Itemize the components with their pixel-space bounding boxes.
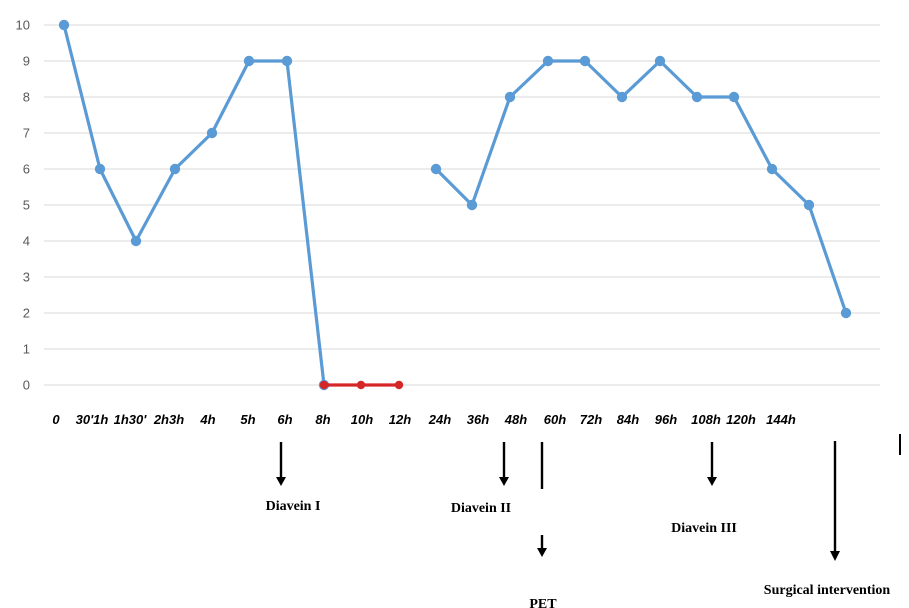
y-tick-label: 0: [23, 378, 30, 393]
y-tick-label: 10: [16, 18, 30, 33]
data-point: [394, 380, 404, 390]
data-point: [654, 55, 666, 67]
x-tick-label: 30'1h: [76, 412, 109, 427]
data-point: [504, 91, 516, 103]
x-tick-label: 5h: [240, 412, 255, 427]
data-point: [206, 127, 218, 139]
data-point: [243, 55, 255, 67]
data-point: [542, 55, 554, 67]
x-tick-label: 60h: [544, 412, 566, 427]
y-tick-label: 5: [23, 198, 30, 213]
y-tick-label: 3: [23, 270, 30, 285]
annotation-label: Diavein I: [266, 499, 321, 514]
x-tick-label: 4h: [199, 412, 215, 427]
y-tick-label: 6: [23, 162, 30, 177]
x-tick-label: 8h: [315, 412, 330, 427]
x-tick-label: 144h: [766, 412, 796, 427]
x-tick-label: 48h: [504, 412, 527, 427]
y-tick-label: 1: [23, 342, 30, 357]
y-tick-label: 7: [23, 126, 30, 141]
series-layer: [58, 19, 852, 391]
annotation-layer: Diavein I Diavein II PET Diavein III Surgica…: [266, 434, 901, 608]
y-tick-label: 8: [23, 90, 30, 105]
x-tick-label: 24h: [428, 412, 451, 427]
annotation-label: Diavein III: [671, 521, 737, 536]
x-tick-label: 0: [52, 412, 60, 427]
y-tick-label: 9: [23, 54, 30, 69]
x-tick-label: 12h: [389, 412, 411, 427]
x-tick-label: 1h30': [114, 412, 148, 427]
arrow-down-icon: [276, 477, 286, 486]
x-tick-label: 84h: [617, 412, 639, 427]
x-axis-ticks: 0 30'1h 1h30' 2h3h 4h 5h 6h 8h 10h 12h 24h 36h 48h 60…: [52, 412, 795, 427]
annotation-label: PET: [529, 597, 557, 608]
data-point: [58, 19, 70, 31]
annotation-label: Surgical intervention: [764, 583, 891, 598]
data-point: [130, 235, 142, 247]
data-point: [169, 163, 181, 175]
data-point: [319, 380, 329, 390]
grid-layer: [44, 24, 880, 386]
data-point: [728, 91, 740, 103]
data-point: [766, 163, 778, 175]
x-tick-label: 120h: [726, 412, 756, 427]
x-tick-label: 72h: [580, 412, 602, 427]
annotation-label: Diavein II: [451, 501, 511, 516]
data-point: [356, 380, 366, 390]
arrow-down-icon: [499, 477, 509, 486]
data-point: [430, 163, 442, 175]
series-line-0: [434, 59, 848, 315]
data-point: [466, 199, 478, 211]
x-tick-label: 108h: [691, 412, 721, 427]
x-tick-label: 36h: [467, 412, 489, 427]
x-tick-label: 6h: [277, 412, 292, 427]
x-tick-label: 96h: [655, 412, 677, 427]
arrow-down-icon: [537, 548, 547, 557]
y-tick-label: 2: [23, 306, 30, 321]
data-point: [281, 55, 293, 67]
data-point: [616, 91, 628, 103]
y-tick-label: 4: [23, 234, 30, 249]
x-tick-label: 2h3h: [153, 412, 184, 427]
arrow-down-icon: [707, 477, 717, 486]
y-axis-ticks: 0 1 2 3 4 5 6 7 8 9 10: [16, 18, 30, 393]
data-point: [579, 55, 591, 67]
series-line-0: [62, 23, 326, 387]
data-point: [691, 91, 703, 103]
data-point: [94, 163, 106, 175]
data-point: [840, 307, 852, 319]
data-point: [803, 199, 815, 211]
arrow-down-icon: [830, 551, 840, 561]
x-tick-label: 10h: [351, 412, 373, 427]
